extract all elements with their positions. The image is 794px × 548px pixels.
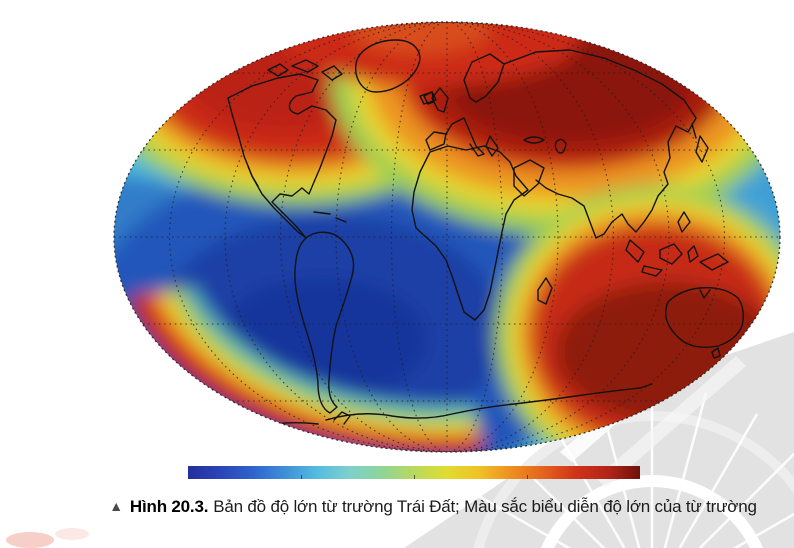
colorbar-tick bbox=[527, 475, 528, 479]
figure-caption-row: ▲ Hình 20.3. Bản đồ độ lớn từ trường Trá… bbox=[36, 497, 794, 517]
map-outline bbox=[113, 21, 781, 453]
map-field-layer bbox=[114, 22, 780, 452]
figure-caption: Bản đồ độ lớn từ trường Trái Đất; Màu sắ… bbox=[213, 497, 757, 516]
figure-label: Hình 20.3. bbox=[129, 497, 209, 516]
colorbar-tick bbox=[414, 475, 415, 479]
graticule bbox=[114, 22, 780, 452]
colorbar bbox=[188, 466, 640, 479]
watermark-smudge bbox=[6, 532, 54, 548]
figure-marker-icon: ▲ bbox=[109, 498, 123, 514]
watermark-stripe bbox=[596, 356, 746, 488]
coastlines bbox=[227, 39, 753, 429]
watermark-smudge bbox=[55, 528, 89, 540]
colorbar-tick bbox=[301, 475, 302, 479]
